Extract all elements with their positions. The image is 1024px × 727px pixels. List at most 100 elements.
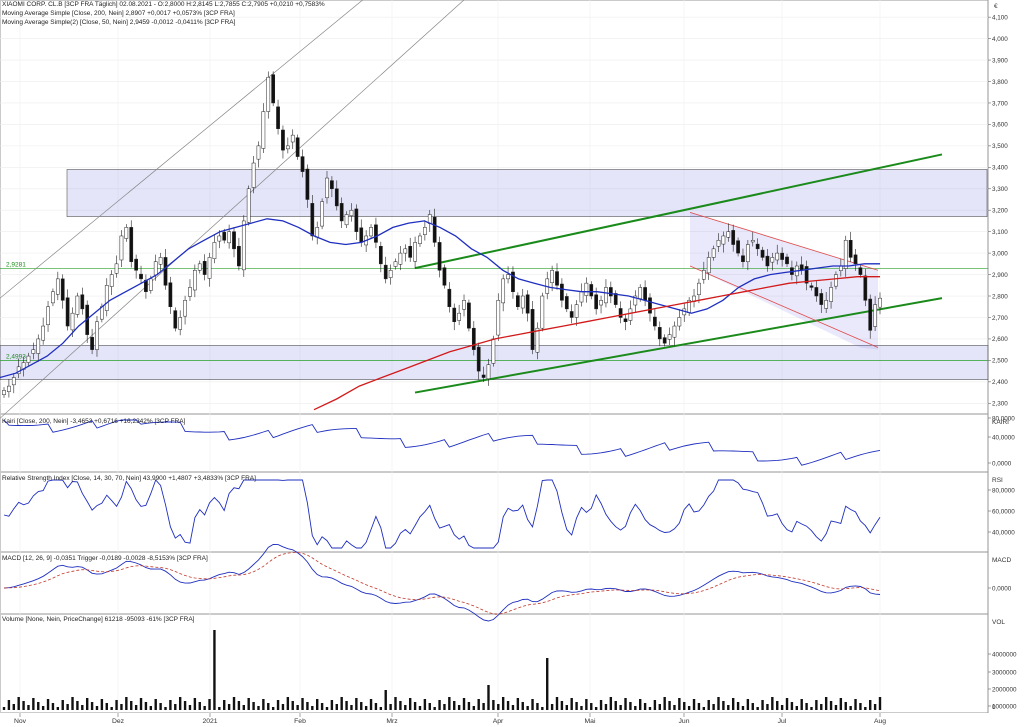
candle-body [843, 239, 848, 269]
candle-body [246, 188, 251, 223]
volume-bar [878, 697, 882, 710]
x-tick-label: Mai [585, 718, 596, 725]
volume-bar [766, 704, 769, 710]
volume-bar [110, 707, 113, 710]
rsi-panel-label: RSI [992, 477, 1003, 484]
volume-bar [453, 701, 456, 710]
volume-bar [824, 697, 828, 710]
volume-text: Volume [None, Nein, PriceChange] 61218 -… [2, 616, 195, 623]
volume-bar [379, 707, 383, 710]
candle-body [134, 258, 138, 271]
candle-body [114, 263, 119, 274]
volume-bar [443, 704, 446, 710]
volume-bar [820, 704, 823, 710]
volume-bar [90, 702, 94, 710]
candle-body [442, 267, 447, 286]
volume-bar [531, 699, 534, 710]
volume-bar [193, 698, 197, 710]
volume-bar [570, 698, 573, 710]
volume-bar [648, 707, 652, 710]
volume-bar [859, 703, 862, 710]
candle-body [388, 270, 393, 278]
candle-body [70, 312, 75, 331]
candle-body [163, 257, 168, 286]
price-tick-label: 3,900 [992, 57, 1008, 64]
volume-bar [575, 702, 578, 710]
volume-bar [61, 700, 64, 710]
macd-tick-label: 0,0000 [992, 585, 1012, 592]
candle-body [721, 235, 726, 245]
volume-bar [223, 700, 226, 710]
marker-label: 2,4993 [6, 354, 26, 361]
candle-body [148, 278, 153, 291]
candle-body [432, 216, 437, 243]
volume-bar [291, 701, 294, 710]
volume-bar [849, 706, 852, 710]
volume-bar [350, 705, 353, 710]
volume-tick-label: 0 [992, 704, 996, 711]
volume-bar [286, 697, 290, 710]
candle-body [290, 134, 295, 143]
volume-bar [815, 700, 818, 710]
volume-bar [536, 703, 539, 710]
price-tick-label: 4,000 [992, 36, 1008, 43]
candle-body [560, 283, 564, 301]
candle-body [457, 312, 461, 321]
candle-body [418, 235, 422, 244]
candle-body [736, 240, 740, 254]
candle-body [506, 274, 510, 280]
volume-bar [320, 703, 324, 710]
volume-bar [722, 701, 725, 710]
candle-body [481, 374, 486, 378]
candle-body [325, 177, 329, 199]
x-tick-label: Apr [493, 718, 504, 725]
price-tick-label: 3,800 [992, 79, 1008, 86]
volume-bar [580, 706, 583, 710]
ma200-text: Moving Average Simple [Close, 200, Nein]… [2, 10, 235, 17]
volume-bar [311, 706, 314, 710]
candle-body [310, 203, 315, 237]
volume-bar [790, 702, 794, 710]
volume-bar [22, 701, 25, 710]
volume-bar [634, 706, 637, 710]
candle-body [579, 291, 584, 303]
candle-body [344, 214, 349, 226]
volume-bar [800, 699, 803, 710]
volume-bar [477, 699, 480, 710]
volume-bar [203, 706, 206, 710]
volume-bar [7, 700, 11, 710]
candle-body [261, 111, 266, 149]
candle-body [330, 180, 334, 190]
price-tick-label: 3,000 [992, 250, 1008, 257]
marker-label: 2,9281 [6, 262, 26, 269]
candle-body [785, 256, 789, 265]
volume-bar [472, 706, 476, 710]
candle-body [46, 306, 50, 326]
candle-body [667, 334, 672, 340]
candle-body [471, 327, 476, 350]
candle-body [878, 297, 882, 308]
volume-bar [178, 697, 182, 710]
volume-bar [71, 697, 74, 710]
volume-bar [296, 705, 299, 710]
volume-bar [707, 700, 710, 710]
resistance-zone [66, 169, 988, 217]
candle-body [437, 242, 442, 271]
x-tick-label: Nov [14, 718, 27, 725]
price-tick-label: 2,400 [992, 379, 1008, 386]
volume-bar [276, 700, 280, 710]
candle-body [677, 317, 682, 327]
volume-bar [325, 707, 329, 710]
candle-body [423, 227, 427, 235]
candle-body [780, 252, 784, 260]
candle-body [183, 300, 187, 317]
panel-frame [0, 614, 989, 713]
volume-bar [404, 705, 407, 710]
volume-bar [780, 705, 784, 710]
candle-body [868, 298, 873, 331]
candle-body [285, 145, 290, 150]
volume-bar [232, 697, 236, 710]
x-tick-label: Jun [679, 718, 690, 725]
candle-body [638, 287, 643, 299]
candle-body [197, 263, 202, 271]
